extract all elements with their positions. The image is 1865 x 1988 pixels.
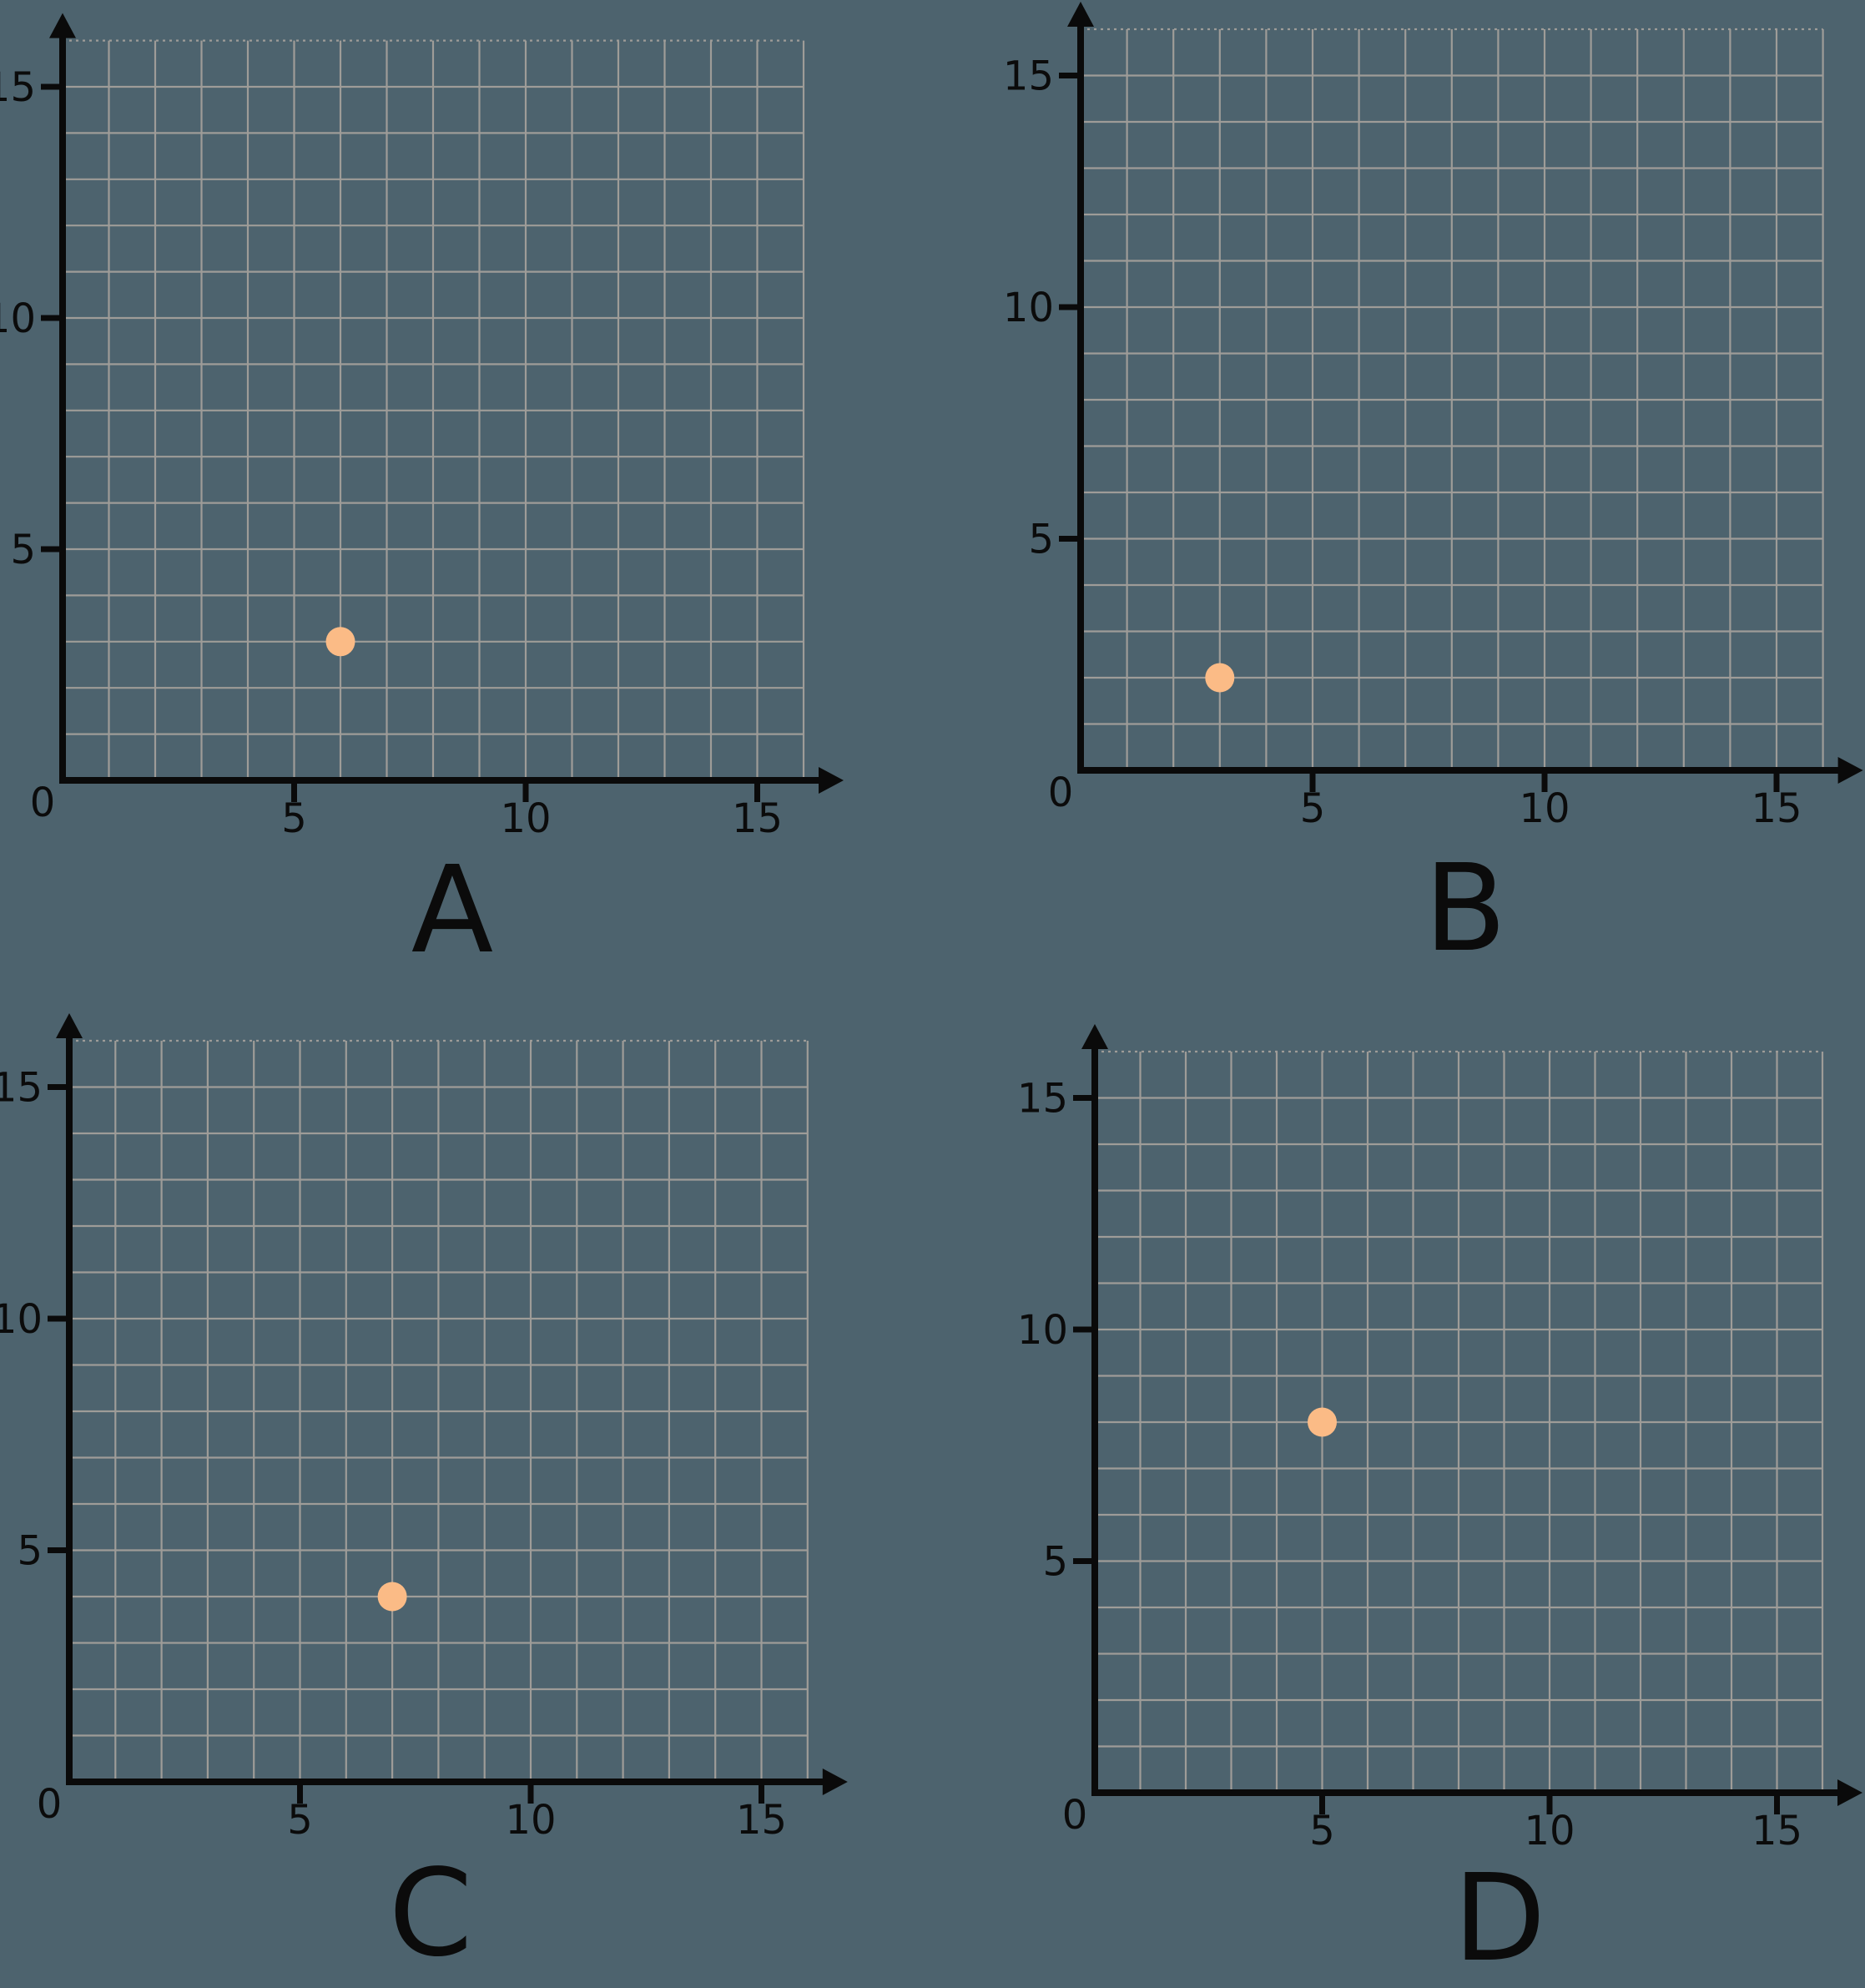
coordinate-grid-plot: 5 10 15 5 10 15 0 <box>0 13 844 842</box>
chart-label: D <box>1453 1848 1546 1988</box>
y-tick-label: 15 <box>1017 1076 1068 1123</box>
origin-label: 0 <box>37 1781 63 1828</box>
x-axis-arrow-icon <box>822 1769 848 1795</box>
origin-label: 0 <box>1062 1792 1088 1839</box>
data-point <box>1205 663 1235 693</box>
grid <box>1079 28 1824 772</box>
origin-label: 0 <box>30 780 56 826</box>
y-tick-label: 10 <box>1017 1307 1068 1354</box>
chart-panel-d: 5 10 15 5 10 15 0 <box>932 989 1865 1978</box>
chart-panel-c: 5 10 15 5 10 15 0 <box>0 989 933 1978</box>
data-point <box>1308 1407 1337 1437</box>
x-axis-arrow-icon <box>819 767 844 794</box>
y-tick-label: 15 <box>0 64 36 111</box>
x-tick-label: 5 <box>1309 1808 1335 1854</box>
y-tick-label: 5 <box>10 527 36 573</box>
x-tick-label: 10 <box>1519 785 1570 832</box>
coordinate-grid-plot: 5 10 15 5 10 15 0 <box>1017 1024 1862 1854</box>
x-tick-label: 15 <box>1751 785 1802 832</box>
chart-panel-a: 5 10 15 5 10 15 0 <box>0 0 933 989</box>
chart-label: C <box>388 1843 473 1983</box>
x-tick-label: 5 <box>287 1797 313 1844</box>
y-axis-arrow-icon <box>1081 1024 1108 1049</box>
chart-label: A <box>411 840 494 980</box>
x-tick-label: 15 <box>736 1797 787 1844</box>
x-tick-label: 5 <box>1300 785 1326 832</box>
x-tick-label: 10 <box>1524 1808 1575 1854</box>
data-point <box>325 627 355 657</box>
grid <box>68 1039 809 1784</box>
y-tick-label: 15 <box>1003 53 1054 100</box>
x-tick-label: 10 <box>505 1797 556 1844</box>
grid <box>1093 1050 1824 1794</box>
x-axis-arrow-icon <box>1837 757 1863 784</box>
origin-label: 0 <box>1048 769 1074 816</box>
coordinate-grid-plot: 5 10 15 5 10 15 0 <box>0 1013 848 1844</box>
y-axis-arrow-icon <box>1067 2 1094 27</box>
y-tick-label: 5 <box>1028 517 1054 563</box>
coordinate-grid-plot: 5 10 15 5 10 15 0 <box>1003 2 1863 832</box>
chart-label: B <box>1424 838 1507 978</box>
y-tick-label: 15 <box>0 1065 43 1112</box>
data-point <box>377 1582 407 1612</box>
grid <box>61 39 805 782</box>
y-tick-label: 10 <box>1003 285 1054 331</box>
x-axis-arrow-icon <box>1837 1779 1862 1806</box>
y-tick-label: 10 <box>0 295 36 342</box>
x-tick-label: 5 <box>281 795 307 842</box>
y-tick-label: 5 <box>1042 1539 1068 1586</box>
chart-panel-b: 5 10 15 5 10 15 0 <box>932 0 1865 989</box>
y-tick-label: 10 <box>0 1296 43 1343</box>
x-tick-label: 10 <box>500 795 551 842</box>
x-tick-label: 15 <box>732 795 783 842</box>
y-axis-arrow-icon <box>56 1013 83 1038</box>
y-tick-label: 5 <box>17 1528 43 1575</box>
y-axis-arrow-icon <box>49 13 76 38</box>
x-tick-label: 15 <box>1752 1808 1802 1854</box>
